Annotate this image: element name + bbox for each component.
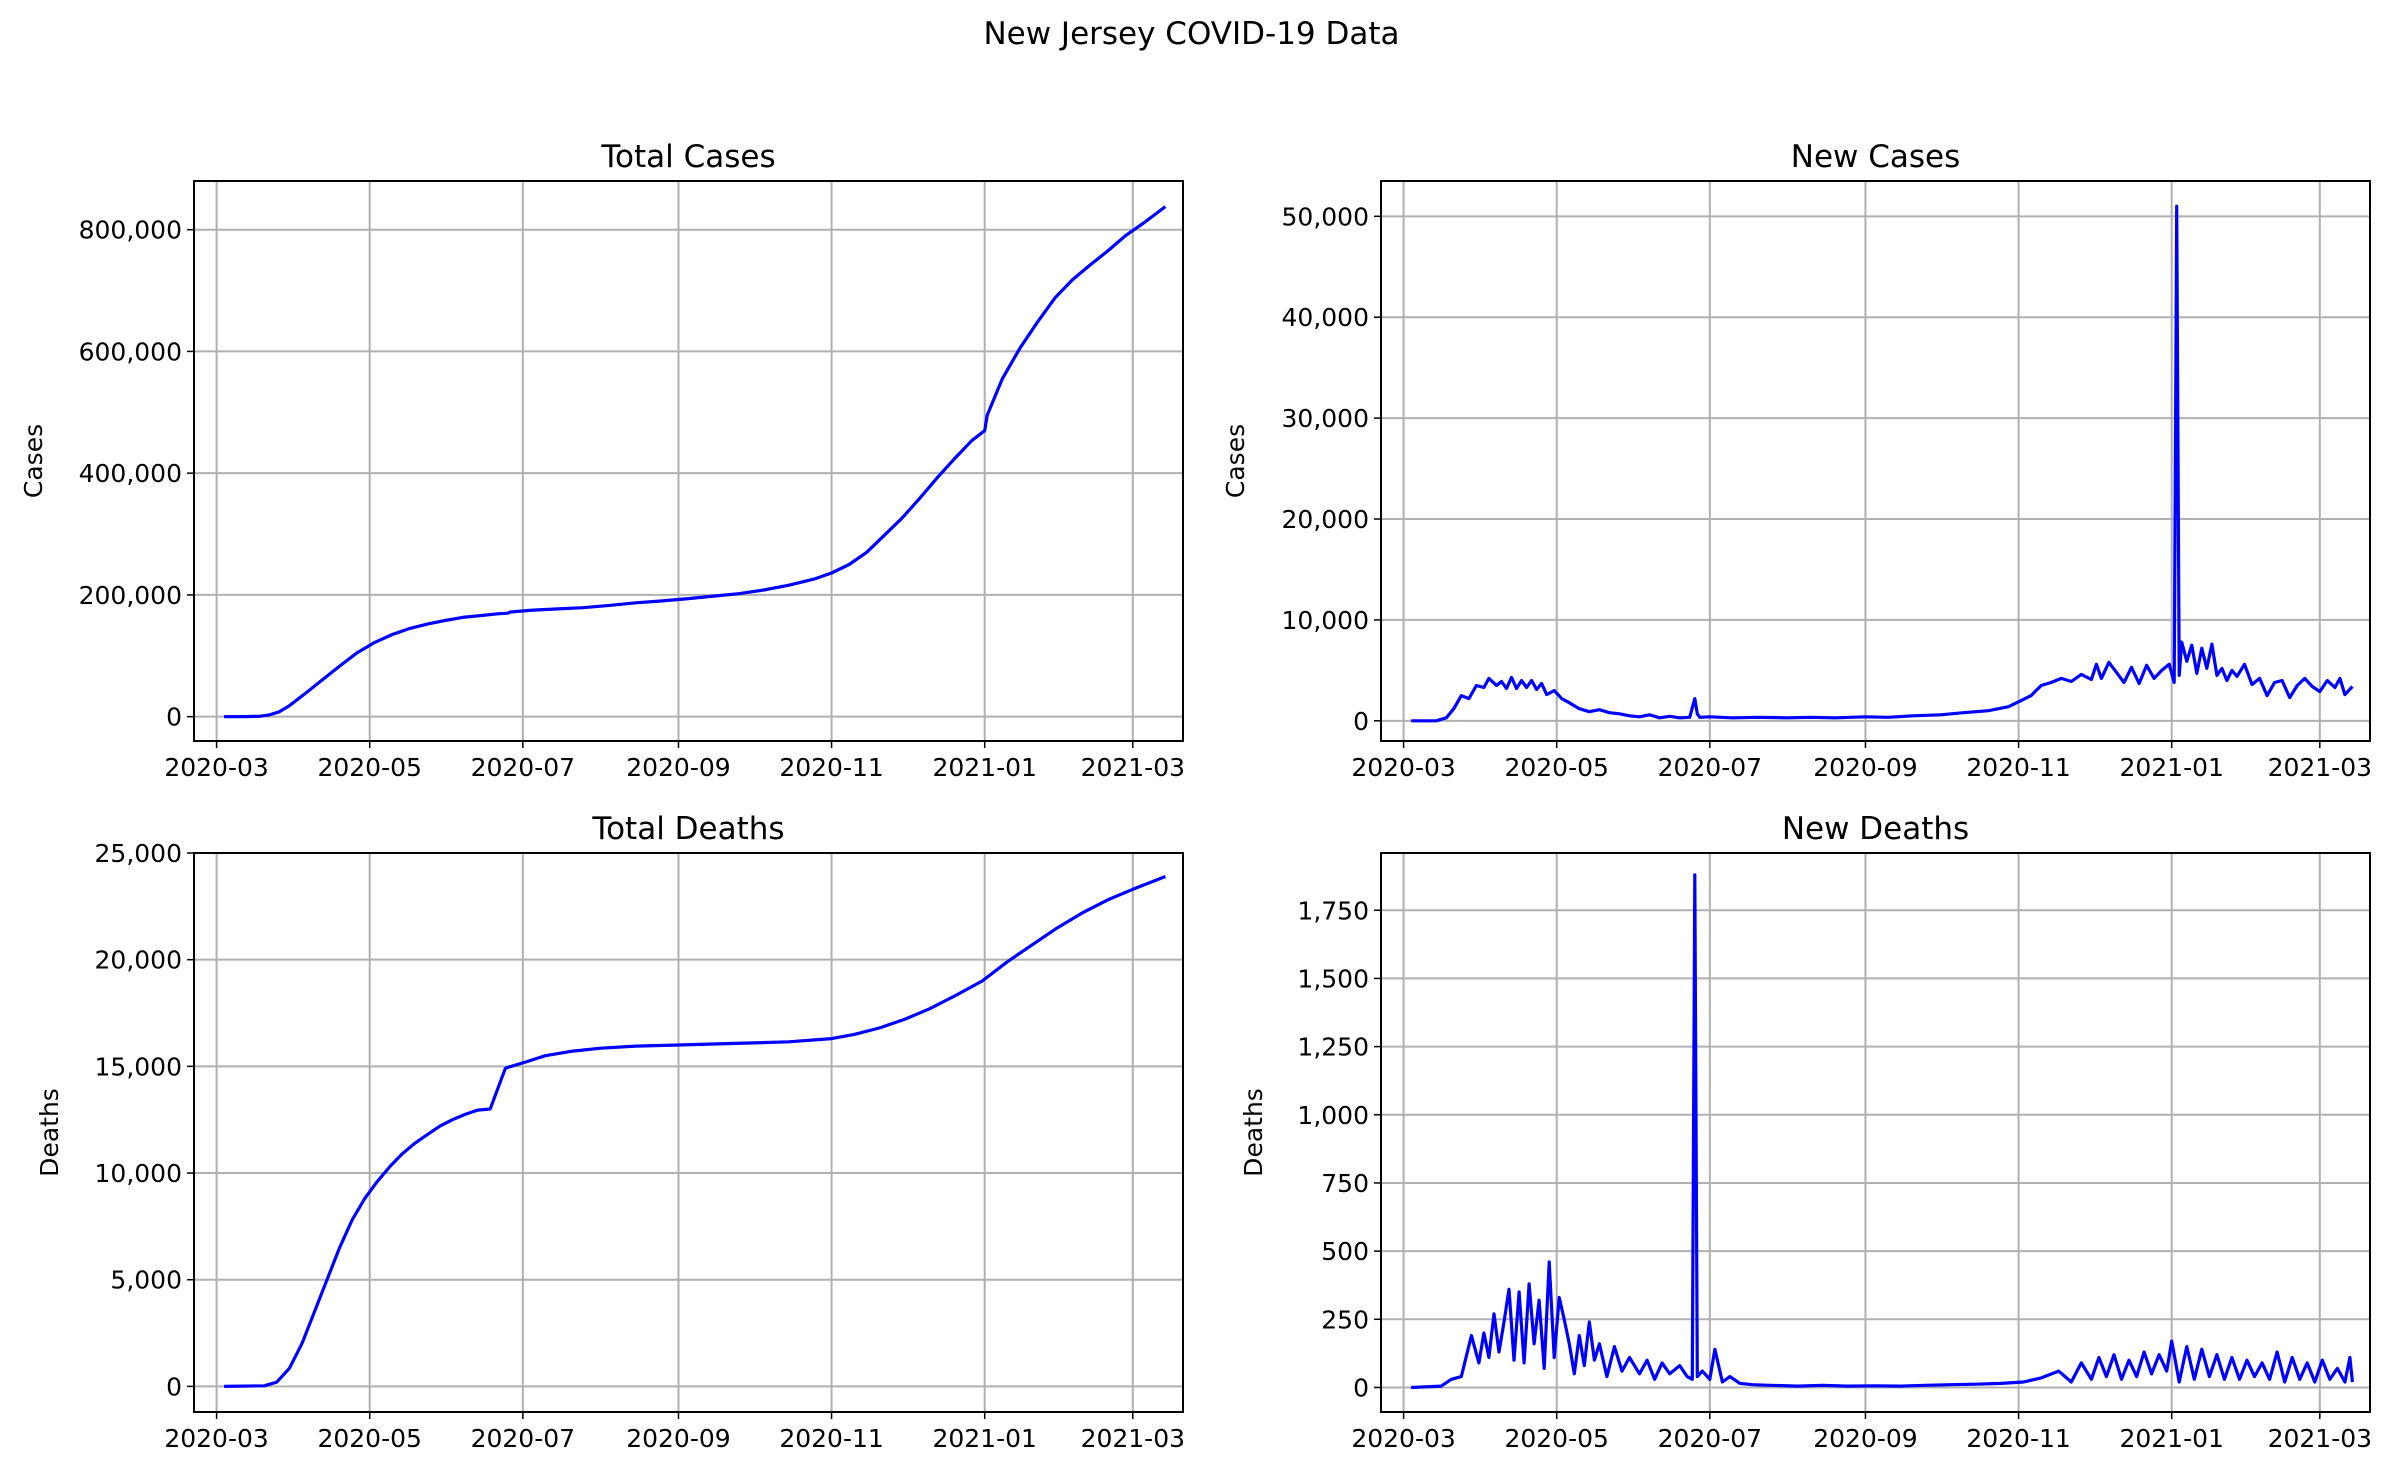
- x-tick-label: 2020-05: [317, 1424, 421, 1453]
- y-tick-label: 200,000: [79, 581, 182, 610]
- chart-title: New Deaths: [1782, 811, 1969, 847]
- figure-title: New Jersey COVID-19 Data: [983, 16, 1399, 52]
- y-tick-label: 0: [1353, 1373, 1369, 1402]
- x-tick-label: 2021-03: [2268, 753, 2372, 782]
- y-tick-label: 10,000: [95, 1159, 182, 1188]
- x-tick-label: 2021-01: [932, 1424, 1036, 1453]
- series-line: [1411, 873, 2354, 1390]
- y-tick-label: 800,000: [79, 216, 182, 245]
- x-tick-label: 2021-01: [2119, 1424, 2223, 1453]
- series-line: [1411, 204, 2354, 723]
- x-tick-label: 2020-07: [471, 753, 575, 782]
- series-line: [224, 875, 1166, 1388]
- series-line: [224, 205, 1167, 719]
- y-tick-label: 1,000: [1297, 1101, 1369, 1130]
- y-tick-label: 1,750: [1297, 896, 1369, 925]
- y-tick-label: 1,500: [1297, 964, 1369, 993]
- y-tick-label: 5,000: [110, 1266, 182, 1295]
- x-tick-label: 2021-03: [1081, 753, 1185, 782]
- y-tick-label: 10,000: [1282, 606, 1369, 635]
- chart-new-cases: New Cases 2020-03 2020-05 2020-07 2020-09 202…: [1221, 139, 2372, 782]
- x-tick-label: 2020-03: [164, 753, 268, 782]
- x-tick-label: 2021-03: [2268, 1424, 2372, 1453]
- x-tick-label: 2020-11: [779, 1424, 883, 1453]
- x-tick-label: 2020-11: [1966, 753, 2070, 782]
- axes-frame: [193, 180, 1184, 742]
- x-tick-label: 2020-03: [1351, 753, 1455, 782]
- y-tick-label: 0: [166, 1372, 182, 1401]
- x-tick-label: 2021-01: [2119, 753, 2223, 782]
- y-tick-label: 0: [1353, 707, 1369, 736]
- y-tick-label: 50,000: [1282, 202, 1369, 231]
- y-tick-label: 20,000: [95, 946, 182, 975]
- y-tick-label: 25,000: [95, 839, 182, 868]
- x-tick-label: 2020-09: [1813, 1424, 1917, 1453]
- y-axis-label: Deaths: [1239, 1088, 1268, 1177]
- chart-total-deaths: Total Deaths 2020-03 2020-05 2020-07 2020-09…: [35, 811, 1185, 1453]
- axes-frame: [193, 852, 1184, 1413]
- chart-new-deaths: New Deaths 2020-03 2020-05 2020-07 2020-09 20…: [1239, 811, 2372, 1453]
- x-tick-label: 2020-05: [317, 753, 421, 782]
- x-tick-label: 2020-05: [1504, 753, 1608, 782]
- axes-frame: [1380, 180, 2371, 742]
- x-tick-label: 2020-05: [1504, 1424, 1608, 1453]
- y-tick-label: 600,000: [79, 337, 182, 366]
- y-axis-label: Cases: [19, 424, 48, 498]
- y-tick-label: 30,000: [1282, 404, 1369, 433]
- x-tick-label: 2020-11: [779, 753, 883, 782]
- chart-title: Total Cases: [600, 139, 775, 175]
- y-tick-label: 20,000: [1282, 505, 1369, 534]
- x-tick-label: 2021-01: [932, 753, 1036, 782]
- y-tick-label: 500: [1321, 1237, 1369, 1266]
- x-tick-label: 2020-09: [1813, 753, 1917, 782]
- y-tick-label: 1,250: [1297, 1033, 1369, 1062]
- x-tick-label: 2020-07: [1658, 753, 1762, 782]
- y-tick-label: 40,000: [1282, 303, 1369, 332]
- chart-title: New Cases: [1791, 139, 1961, 175]
- axes-frame: [1380, 852, 2371, 1413]
- y-tick-label: 0: [166, 703, 182, 732]
- x-tick-label: 2020-07: [1658, 1424, 1762, 1453]
- x-tick-label: 2020-07: [471, 1424, 575, 1453]
- x-tick-label: 2021-03: [1081, 1424, 1185, 1453]
- y-tick-label: 15,000: [95, 1052, 182, 1081]
- chart-title: Total Deaths: [591, 811, 784, 847]
- x-tick-label: 2020-09: [626, 1424, 730, 1453]
- y-axis-label: Deaths: [35, 1088, 64, 1177]
- x-tick-label: 2020-09: [626, 753, 730, 782]
- x-tick-label: 2020-03: [1351, 1424, 1455, 1453]
- y-tick-label: 400,000: [79, 459, 182, 488]
- y-axis-label: Cases: [1221, 424, 1250, 498]
- y-tick-label: 250: [1321, 1305, 1369, 1334]
- x-tick-label: 2020-03: [164, 1424, 268, 1453]
- chart-total-cases: Total Cases 2020-03 2020-05 2020-07 2020-09 2…: [19, 139, 1185, 782]
- x-tick-label: 2020-11: [1966, 1424, 2070, 1453]
- y-tick-label: 750: [1321, 1169, 1369, 1198]
